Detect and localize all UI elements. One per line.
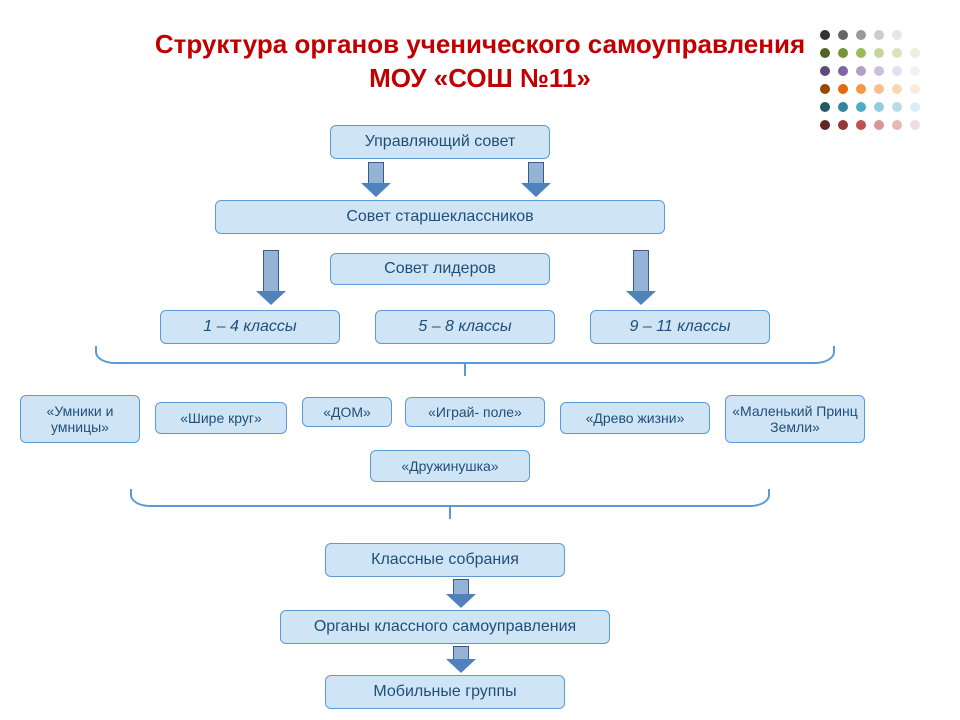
title-line1: Структура органов ученического самоуправ… — [155, 29, 805, 59]
node-n13: «Дружинушка» — [370, 450, 530, 482]
node-n3: Совет лидеров — [330, 253, 550, 285]
arrow-a5 — [445, 579, 477, 608]
node-n11: «Древо жизни» — [560, 402, 710, 434]
node-n15: Органы классного самоуправления — [280, 610, 610, 644]
node-n9: «ДОМ» — [302, 397, 392, 427]
node-n5: 5 – 8 классы — [375, 310, 555, 344]
node-n14: Классные собрания — [325, 543, 565, 577]
page-title: Структура органов ученического самоуправ… — [0, 28, 960, 96]
node-n8: «Шире круг» — [155, 402, 287, 434]
node-n4: 1 – 4 классы — [160, 310, 340, 344]
node-n10: «Играй- поле» — [405, 397, 545, 427]
arrow-a3 — [255, 250, 287, 305]
brace-b1 — [95, 346, 835, 364]
brace-stem-b2 — [449, 507, 451, 519]
node-n2: Совет старшеклассников — [215, 200, 665, 234]
node-n7: «Умники и умницы» — [20, 395, 140, 443]
node-n1: Управляющий совет — [330, 125, 550, 159]
arrow-a4 — [625, 250, 657, 305]
brace-stem-b1 — [464, 364, 466, 376]
node-n6: 9 – 11 классы — [590, 310, 770, 344]
brace-b2 — [130, 489, 770, 507]
arrow-a6 — [445, 646, 477, 673]
title-line2: МОУ «СОШ №11» — [369, 63, 591, 93]
node-n12: «Маленький Принц Земли» — [725, 395, 865, 443]
node-n16: Мобильные группы — [325, 675, 565, 709]
arrow-a1 — [360, 162, 392, 197]
arrow-a2 — [520, 162, 552, 197]
